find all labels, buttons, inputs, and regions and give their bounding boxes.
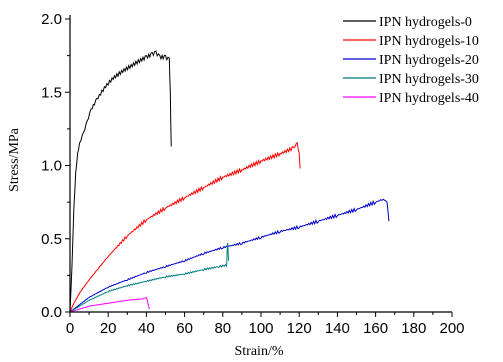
- x-axis-title: Strain/%: [235, 344, 284, 359]
- x-tick-label: 200: [439, 320, 464, 337]
- x-tick-label: 140: [325, 320, 350, 337]
- y-tick-label: 2.0: [41, 11, 62, 28]
- y-tick-label: 1.0: [41, 158, 62, 175]
- x-tick-label: 180: [401, 320, 426, 337]
- x-tick-label: 0: [66, 320, 74, 337]
- x-tick-label: 160: [363, 320, 388, 337]
- x-tick-label: 100: [248, 320, 273, 337]
- legend-label-2: IPN hydrogels-20: [379, 53, 479, 68]
- y-axis-title: Stress/MPa: [7, 127, 22, 192]
- y-axis: 0.0 0.5 1.0 1.5 2.0: [41, 11, 71, 321]
- legend-label-1: IPN hydrogels-10: [379, 34, 479, 49]
- y-tick-label: 1.5: [41, 84, 62, 101]
- series-line-4: [69, 296, 150, 313]
- series-line-2: [69, 198, 390, 313]
- series-line-3: [69, 242, 230, 313]
- x-tick-label: 80: [214, 320, 231, 337]
- legend-label-4: IPN hydrogels-40: [379, 91, 479, 106]
- plot-area: [69, 50, 390, 313]
- x-tick-label: 60: [176, 320, 193, 337]
- x-tick-label: 20: [100, 320, 117, 337]
- legend: IPN hydrogels-0 IPN hydrogels-10 IPN hydro…: [343, 15, 479, 106]
- legend-label-3: IPN hydrogels-30: [379, 72, 479, 87]
- x-tick-label: 40: [138, 320, 155, 337]
- y-tick-label: 0.0: [41, 304, 62, 321]
- y-tick-label: 0.5: [41, 231, 62, 248]
- series-line-1: [69, 141, 301, 313]
- x-axis: 0 20 40 60 80 100 120 140 160 180 200: [66, 311, 465, 337]
- series-line-0: [69, 50, 172, 313]
- legend-label-0: IPN hydrogels-0: [379, 15, 472, 30]
- x-tick-label: 120: [287, 320, 312, 337]
